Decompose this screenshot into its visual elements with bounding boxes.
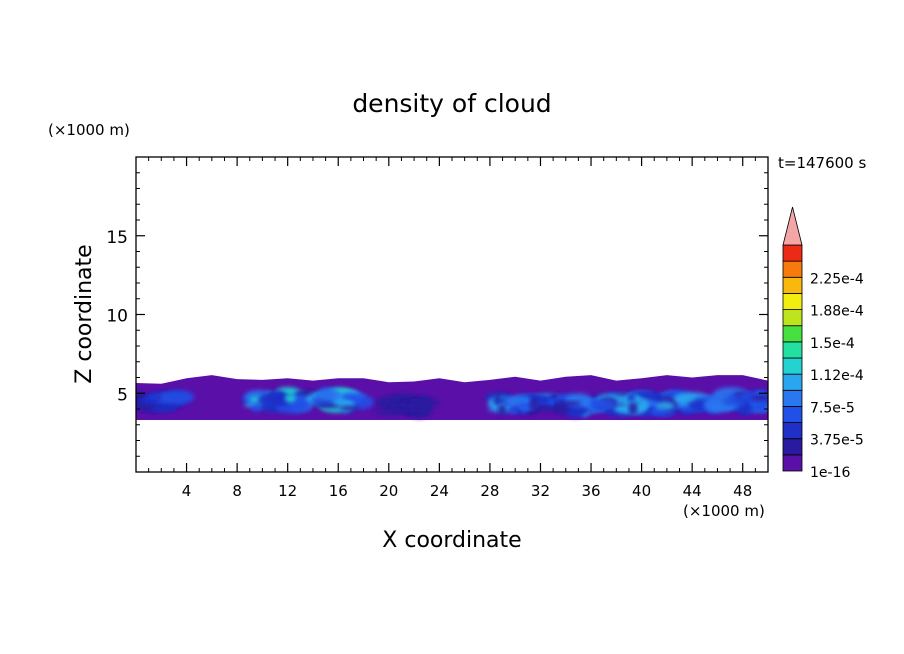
x-tick-label: 44 [683, 482, 702, 500]
colorbar-segment [782, 406, 803, 423]
cloud-core-blob [639, 403, 648, 410]
colorbar-label: 2.25e-4 [810, 271, 864, 287]
colorbar-label: 3.75e-5 [810, 433, 864, 449]
cloud-core-blob [508, 406, 520, 415]
colorbar-label: 1.12e-4 [810, 368, 864, 384]
cloud-core-blob [564, 404, 586, 418]
time-label: t=147600 s [778, 154, 866, 172]
cloud-core-blob [140, 396, 158, 406]
colorbar-segment [782, 357, 803, 375]
y-tick-label: 5 [117, 385, 128, 405]
cloud-core-blob [628, 402, 638, 415]
cloud-core-blob [284, 394, 296, 403]
x-tick-label: 8 [232, 482, 242, 500]
x-tick-label: 48 [733, 482, 752, 500]
colorbar-segment [782, 325, 803, 343]
x-tick-label: 32 [531, 482, 550, 500]
cloud-core-blob [627, 393, 636, 402]
colorbar-segment [782, 244, 803, 262]
x-tick-label: 12 [278, 482, 297, 500]
cloud-core-blob [711, 403, 733, 413]
cloud-core-blob [655, 401, 675, 411]
cloud-core-blob [159, 389, 195, 405]
cloud-core-blob [498, 404, 507, 416]
y-tick-label: 15 [106, 228, 128, 248]
cloud-core-blob [315, 388, 342, 402]
cloud-core-blob [723, 400, 747, 406]
cloud-core-blob [152, 404, 178, 411]
cloud-core-blob [588, 398, 617, 410]
colorbar-extend-arrow [782, 206, 803, 246]
colorbar-segment [782, 260, 803, 278]
cloud-core-blob [725, 394, 741, 401]
x-axis-label: X coordinate [382, 528, 521, 553]
colorbar-segment [782, 373, 803, 391]
cloud-core-blob [556, 401, 582, 407]
x-tick-label: 40 [632, 482, 651, 500]
cloud-core-blob [257, 392, 293, 407]
colorbar-label: 1.88e-4 [810, 304, 864, 320]
cloud-core-blob [251, 404, 262, 412]
colorbar-segment [782, 293, 803, 310]
y-axis-unit: (×1000 m) [48, 121, 130, 139]
colorbar-segment [782, 276, 803, 294]
colorbar-label: 1.5e-4 [810, 336, 855, 352]
colorbar-label: 1e-16 [810, 465, 850, 481]
colorbar-segment [782, 454, 803, 472]
x-tick-label: 36 [581, 482, 600, 500]
plot-area [136, 375, 768, 421]
plot-frame [135, 156, 769, 473]
x-axis-unit: (×1000 m) [683, 502, 765, 520]
colorbar-segment [782, 341, 803, 359]
colorbar: 1e-16 3.75e-5 7.5e-5 1.12e-4 1.5e-4 1.88e-4 2.… [782, 206, 864, 481]
x-tick-label: 28 [480, 482, 499, 500]
colorbar-segment [782, 422, 803, 440]
x-tick-label: 24 [430, 482, 449, 500]
cloud-core-blob [409, 399, 442, 407]
colorbar-segment [782, 309, 803, 327]
cloud-cores [136, 387, 768, 419]
x-tick-label: 4 [182, 482, 192, 500]
cloud-core-blob [529, 397, 538, 411]
cloud-core-blob [388, 404, 416, 412]
cloud-core-blob [548, 398, 556, 405]
x-tick-label: 20 [379, 482, 398, 500]
cloud-core-blob [313, 403, 341, 409]
chart-title: density of cloud [352, 89, 551, 118]
cloud-core-blob [339, 405, 360, 411]
x-tick-label: 16 [329, 482, 348, 500]
cloud-core-blob [373, 410, 408, 416]
x-ticks: 4 8 12 16 20 24 28 32 36 40 44 48 [148, 157, 756, 500]
colorbar-label: 7.5e-5 [810, 400, 855, 416]
y-ticks: 5 10 15 [106, 172, 768, 457]
y-axis-label: Z coordinate [72, 244, 97, 383]
y-tick-label: 10 [106, 307, 128, 327]
colorbar-segment [782, 389, 803, 407]
cloud-core-blob [749, 395, 768, 401]
colorbar-segment [782, 438, 803, 456]
